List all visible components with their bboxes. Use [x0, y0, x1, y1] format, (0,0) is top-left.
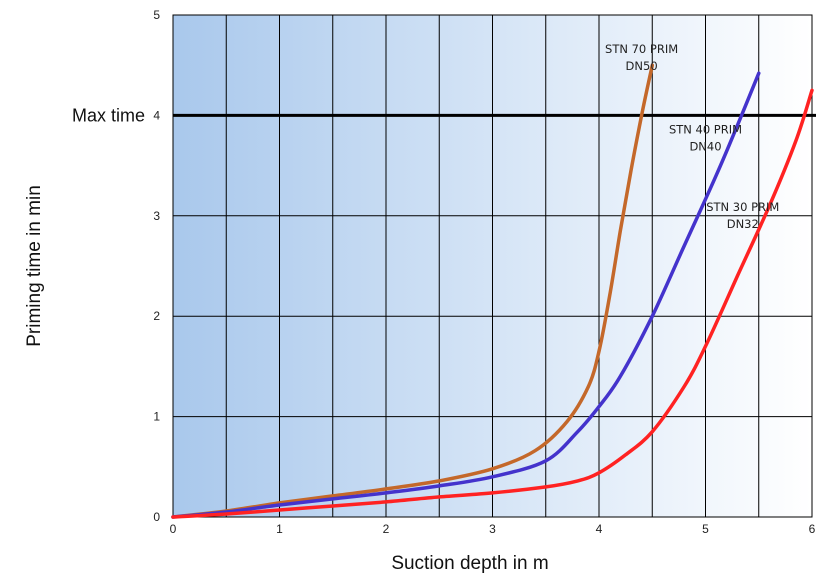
series-line-2 — [171, 88, 814, 519]
y-tick-labels: 0 1 2 3 4 5 — [153, 8, 160, 524]
x-tick-label: 3 — [489, 522, 496, 536]
series-line-1 — [171, 71, 761, 519]
y-tick-label: 4 — [153, 108, 160, 122]
y-tick-label: 0 — [153, 510, 160, 524]
x-tick-labels: 0 1 2 3 4 5 6 — [170, 522, 816, 536]
series-labels-group: STN 70 PRIM DN50 STN 40 PRIM DN40 STN 30 PRI… — [605, 42, 779, 231]
y-tick-label: 2 — [153, 309, 160, 323]
series-line-0 — [171, 63, 655, 519]
series-label-line: STN 30 PRIM — [706, 200, 779, 214]
series-label-line: DN40 — [689, 139, 721, 153]
series-group — [171, 63, 814, 519]
x-tick-label: 4 — [596, 522, 603, 536]
series-label-1: STN 40 PRIM DN40 — [669, 122, 742, 153]
series-label-line: DN50 — [626, 59, 658, 73]
max-time-label: Max time — [72, 105, 145, 125]
y-tick-label: 1 — [153, 410, 160, 424]
series-label-line: STN 70 PRIM — [605, 42, 678, 56]
x-tick-label: 5 — [702, 522, 709, 536]
series-label-line: DN32 — [727, 217, 759, 231]
y-axis-label: Priming time in min — [24, 185, 45, 347]
y-tick-label: 3 — [153, 209, 160, 223]
series-label-0: STN 70 PRIM DN50 — [605, 42, 678, 73]
plot-border — [172, 14, 813, 518]
x-tick-label: 2 — [383, 522, 390, 536]
x-tick-label: 1 — [276, 522, 283, 536]
x-axis-label: Suction depth in m — [391, 553, 548, 574]
y-tick-label: 5 — [153, 8, 160, 22]
x-tick-label: 0 — [170, 522, 177, 536]
reference-line-group: Max time — [72, 105, 816, 125]
series-label-2: STN 30 PRIM DN32 — [706, 200, 779, 231]
series-label-line: STN 40 PRIM — [669, 122, 742, 136]
x-tick-label: 6 — [809, 522, 816, 536]
